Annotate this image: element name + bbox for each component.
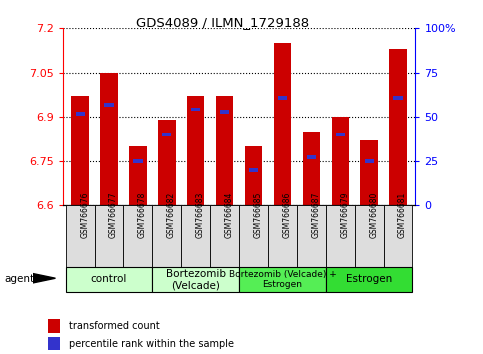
FancyBboxPatch shape	[384, 205, 412, 267]
Bar	[162, 133, 171, 136]
Text: GSM766683: GSM766683	[196, 192, 205, 238]
Bar	[48, 319, 60, 333]
FancyBboxPatch shape	[239, 205, 268, 267]
Bar	[71, 96, 89, 205]
Text: GSM766677: GSM766677	[109, 192, 118, 238]
Bar	[389, 49, 407, 205]
Text: control: control	[91, 274, 127, 284]
Bar	[104, 103, 114, 107]
Bar	[303, 132, 320, 205]
Text: Bortezomib (Velcade) +
Estrogen: Bortezomib (Velcade) + Estrogen	[228, 270, 336, 289]
Text: GSM766678: GSM766678	[138, 192, 147, 238]
Text: agent: agent	[5, 274, 35, 284]
Bar	[191, 108, 200, 112]
FancyBboxPatch shape	[152, 267, 239, 292]
Bar	[245, 146, 262, 205]
FancyBboxPatch shape	[181, 205, 210, 267]
Text: GSM766682: GSM766682	[167, 192, 176, 238]
Bar	[187, 96, 204, 205]
FancyBboxPatch shape	[297, 205, 326, 267]
FancyBboxPatch shape	[326, 267, 412, 292]
Text: Bortezomib
(Velcade): Bortezomib (Velcade)	[166, 268, 226, 290]
Bar	[75, 112, 85, 116]
Bar	[220, 110, 229, 114]
FancyBboxPatch shape	[66, 205, 95, 267]
Text: GSM766684: GSM766684	[225, 192, 234, 238]
Bar	[331, 117, 349, 205]
Bar	[365, 159, 374, 163]
Bar	[307, 155, 316, 159]
Polygon shape	[33, 274, 56, 283]
FancyBboxPatch shape	[66, 267, 152, 292]
Bar	[394, 96, 403, 99]
Bar	[100, 73, 118, 205]
Text: GSM766681: GSM766681	[398, 192, 407, 238]
Text: GSM766676: GSM766676	[80, 192, 89, 238]
Bar	[360, 141, 378, 205]
Text: GSM766679: GSM766679	[340, 192, 349, 238]
Bar	[336, 133, 345, 136]
Bar	[129, 146, 147, 205]
FancyBboxPatch shape	[326, 205, 355, 267]
FancyBboxPatch shape	[239, 267, 326, 292]
Text: transformed count: transformed count	[69, 321, 160, 331]
Bar	[278, 96, 287, 99]
Text: GDS4089 / ILMN_1729188: GDS4089 / ILMN_1729188	[136, 16, 309, 29]
FancyBboxPatch shape	[95, 205, 124, 267]
Text: GSM766685: GSM766685	[254, 192, 263, 238]
Bar	[133, 159, 142, 163]
FancyBboxPatch shape	[210, 205, 239, 267]
Bar	[158, 120, 175, 205]
Text: GSM766686: GSM766686	[283, 192, 291, 238]
Bar	[216, 96, 233, 205]
Text: GSM766680: GSM766680	[369, 192, 378, 238]
Bar	[274, 43, 291, 205]
Text: GSM766687: GSM766687	[312, 192, 320, 238]
FancyBboxPatch shape	[355, 205, 384, 267]
Bar	[249, 168, 258, 172]
FancyBboxPatch shape	[124, 205, 152, 267]
FancyBboxPatch shape	[268, 205, 297, 267]
FancyBboxPatch shape	[152, 205, 181, 267]
Bar	[48, 337, 60, 350]
Text: percentile rank within the sample: percentile rank within the sample	[69, 339, 234, 349]
Text: Estrogen: Estrogen	[346, 274, 392, 284]
